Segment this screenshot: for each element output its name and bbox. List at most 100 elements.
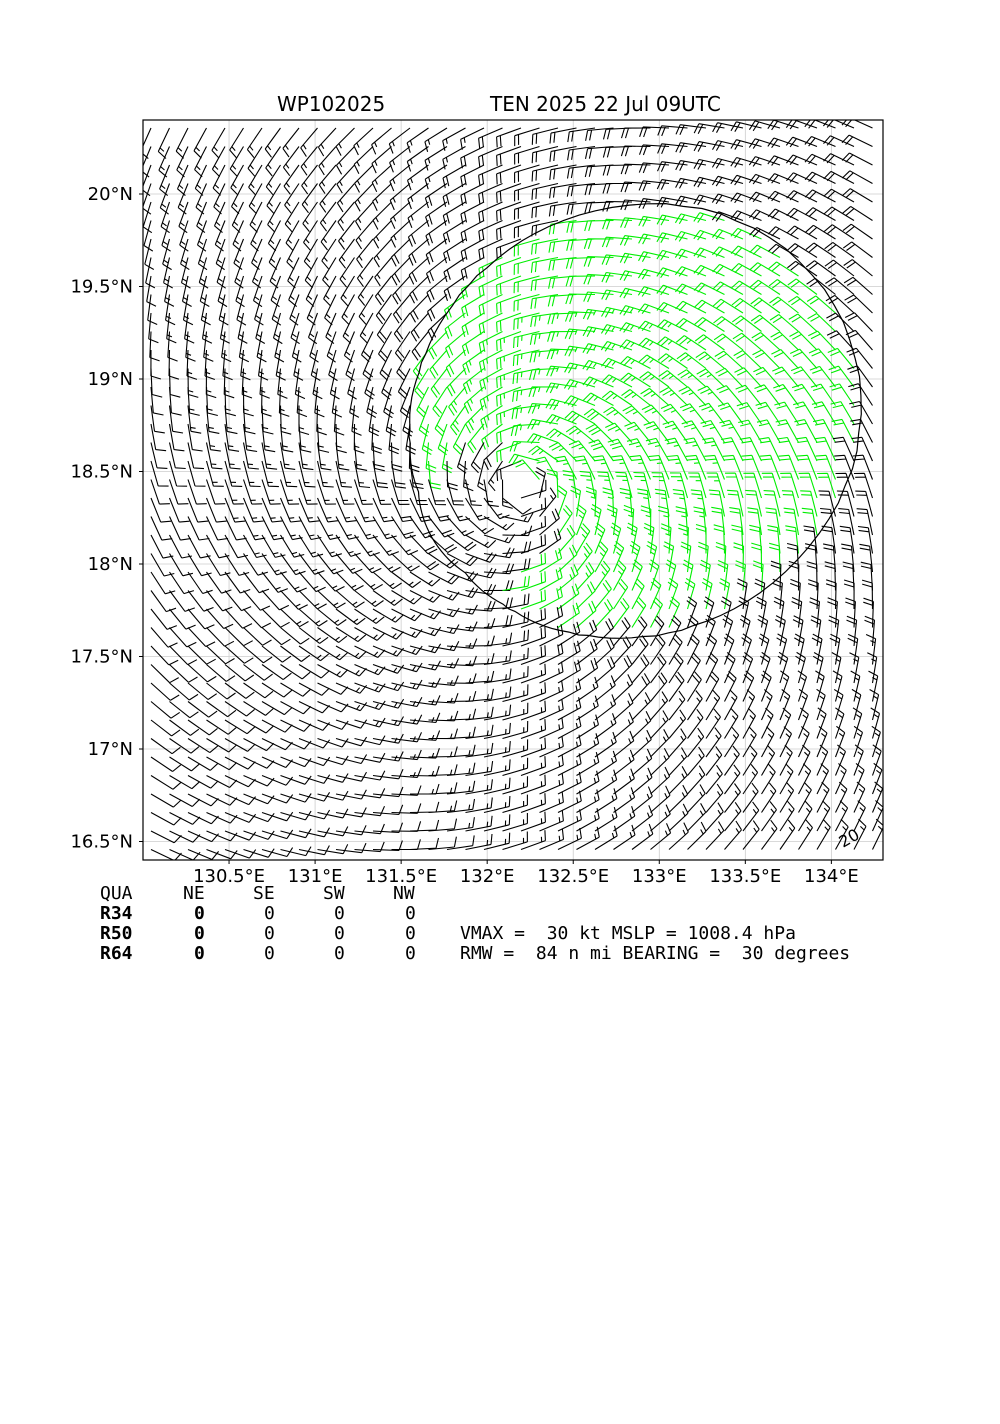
wind-barb xyxy=(483,563,515,575)
wind-barb xyxy=(705,783,724,813)
wind-barb xyxy=(779,726,792,758)
wind-barb xyxy=(354,752,386,763)
wind-barb xyxy=(526,433,559,444)
wind-barb xyxy=(531,201,559,219)
wind-barb xyxy=(520,534,547,555)
wind-barb xyxy=(264,127,281,158)
wind-barb xyxy=(601,289,633,301)
wind-barb xyxy=(216,257,227,289)
wind-barb xyxy=(575,503,587,536)
wind-barb xyxy=(261,608,290,628)
wind-barb xyxy=(345,349,356,382)
wind-barb xyxy=(428,516,455,538)
wind-barb xyxy=(812,652,824,684)
wind-barb xyxy=(656,284,688,296)
wind-barb xyxy=(687,746,705,776)
wind-barb xyxy=(290,312,300,345)
wind-barb xyxy=(777,436,799,462)
wind-barb xyxy=(150,719,181,737)
wind-barb xyxy=(650,634,666,665)
wind-barb xyxy=(539,717,564,740)
wind-barb xyxy=(650,596,663,628)
wind-barb xyxy=(478,238,503,261)
wind-barb xyxy=(594,750,618,776)
wind-barb xyxy=(389,146,411,173)
wind-barb xyxy=(816,763,829,795)
wind-barb xyxy=(619,356,651,369)
wind-barb xyxy=(656,267,688,279)
wind-barb xyxy=(390,479,410,505)
wind-barb xyxy=(261,701,293,716)
wind-barb xyxy=(742,801,760,832)
wind-barb xyxy=(291,331,302,363)
wind-barb xyxy=(797,726,810,758)
wind-barb xyxy=(298,590,327,610)
wind-barb xyxy=(230,164,244,196)
wind-barb xyxy=(146,275,157,307)
wind-barb xyxy=(754,384,781,406)
wind-barb xyxy=(759,651,771,684)
wind-barb xyxy=(187,848,220,860)
wind-barb xyxy=(502,647,529,666)
wind-barb xyxy=(179,220,189,252)
wind-barb xyxy=(206,848,238,860)
wind-barb xyxy=(206,701,237,718)
wind-barb xyxy=(150,830,182,844)
wind-barb xyxy=(779,763,794,795)
wind-barb xyxy=(481,423,503,450)
wind-barb xyxy=(374,257,392,287)
wind-barb xyxy=(381,368,393,400)
wind-barb xyxy=(465,761,494,777)
wind-barb xyxy=(483,442,503,470)
wind-barb xyxy=(594,694,617,721)
wind-barb xyxy=(730,174,762,186)
wind-barb xyxy=(432,386,448,418)
wind-barb xyxy=(520,811,546,832)
wind-barb xyxy=(357,275,374,306)
wind-barb xyxy=(280,645,311,662)
wind-barb xyxy=(594,806,618,832)
wind-barb xyxy=(607,438,633,462)
wind-barb xyxy=(742,745,758,776)
wind-barb xyxy=(375,294,392,325)
wind-barb-chart: 20 130.5°E 131°E 131.5°E 132°E 132.5°E 133°E 1… xyxy=(70,119,884,887)
wind-barb xyxy=(613,636,632,665)
wind-barb xyxy=(693,194,725,206)
wind-barb xyxy=(731,297,762,314)
wind-barb xyxy=(527,418,559,430)
wind-barb xyxy=(145,257,156,289)
wind-barb xyxy=(768,243,799,258)
wind-barb xyxy=(687,708,704,739)
wind-barb xyxy=(594,788,618,813)
wind-barb xyxy=(187,442,205,470)
wind-barb xyxy=(674,266,707,277)
wind-barb xyxy=(175,127,189,159)
wind-barb xyxy=(496,145,522,166)
wind-barb xyxy=(567,127,596,143)
wind-barb xyxy=(243,664,273,681)
wind-barb xyxy=(298,664,330,679)
wind-barb xyxy=(562,470,578,499)
wind-barb xyxy=(836,490,855,517)
wind-barb xyxy=(354,700,386,711)
wind-barb xyxy=(679,403,707,425)
wind-barb xyxy=(564,362,596,374)
wind-barb xyxy=(785,525,800,554)
wind-barb xyxy=(698,402,725,425)
wind-barb xyxy=(853,781,866,813)
wind-barb xyxy=(271,294,282,326)
wind-barb xyxy=(250,220,263,252)
wind-barb xyxy=(592,455,615,480)
wind-barb xyxy=(341,294,355,326)
wind-barb xyxy=(513,312,540,330)
wind-barb xyxy=(150,682,180,701)
wind-barb xyxy=(613,768,635,795)
wind-barb xyxy=(668,652,684,684)
wind-barb xyxy=(410,783,440,795)
wind-barb xyxy=(742,726,757,758)
wind-barb xyxy=(317,844,349,855)
wind-barb xyxy=(650,804,671,832)
wind-barb xyxy=(547,293,577,307)
wind-barb xyxy=(693,212,725,223)
wind-barb xyxy=(539,548,563,573)
